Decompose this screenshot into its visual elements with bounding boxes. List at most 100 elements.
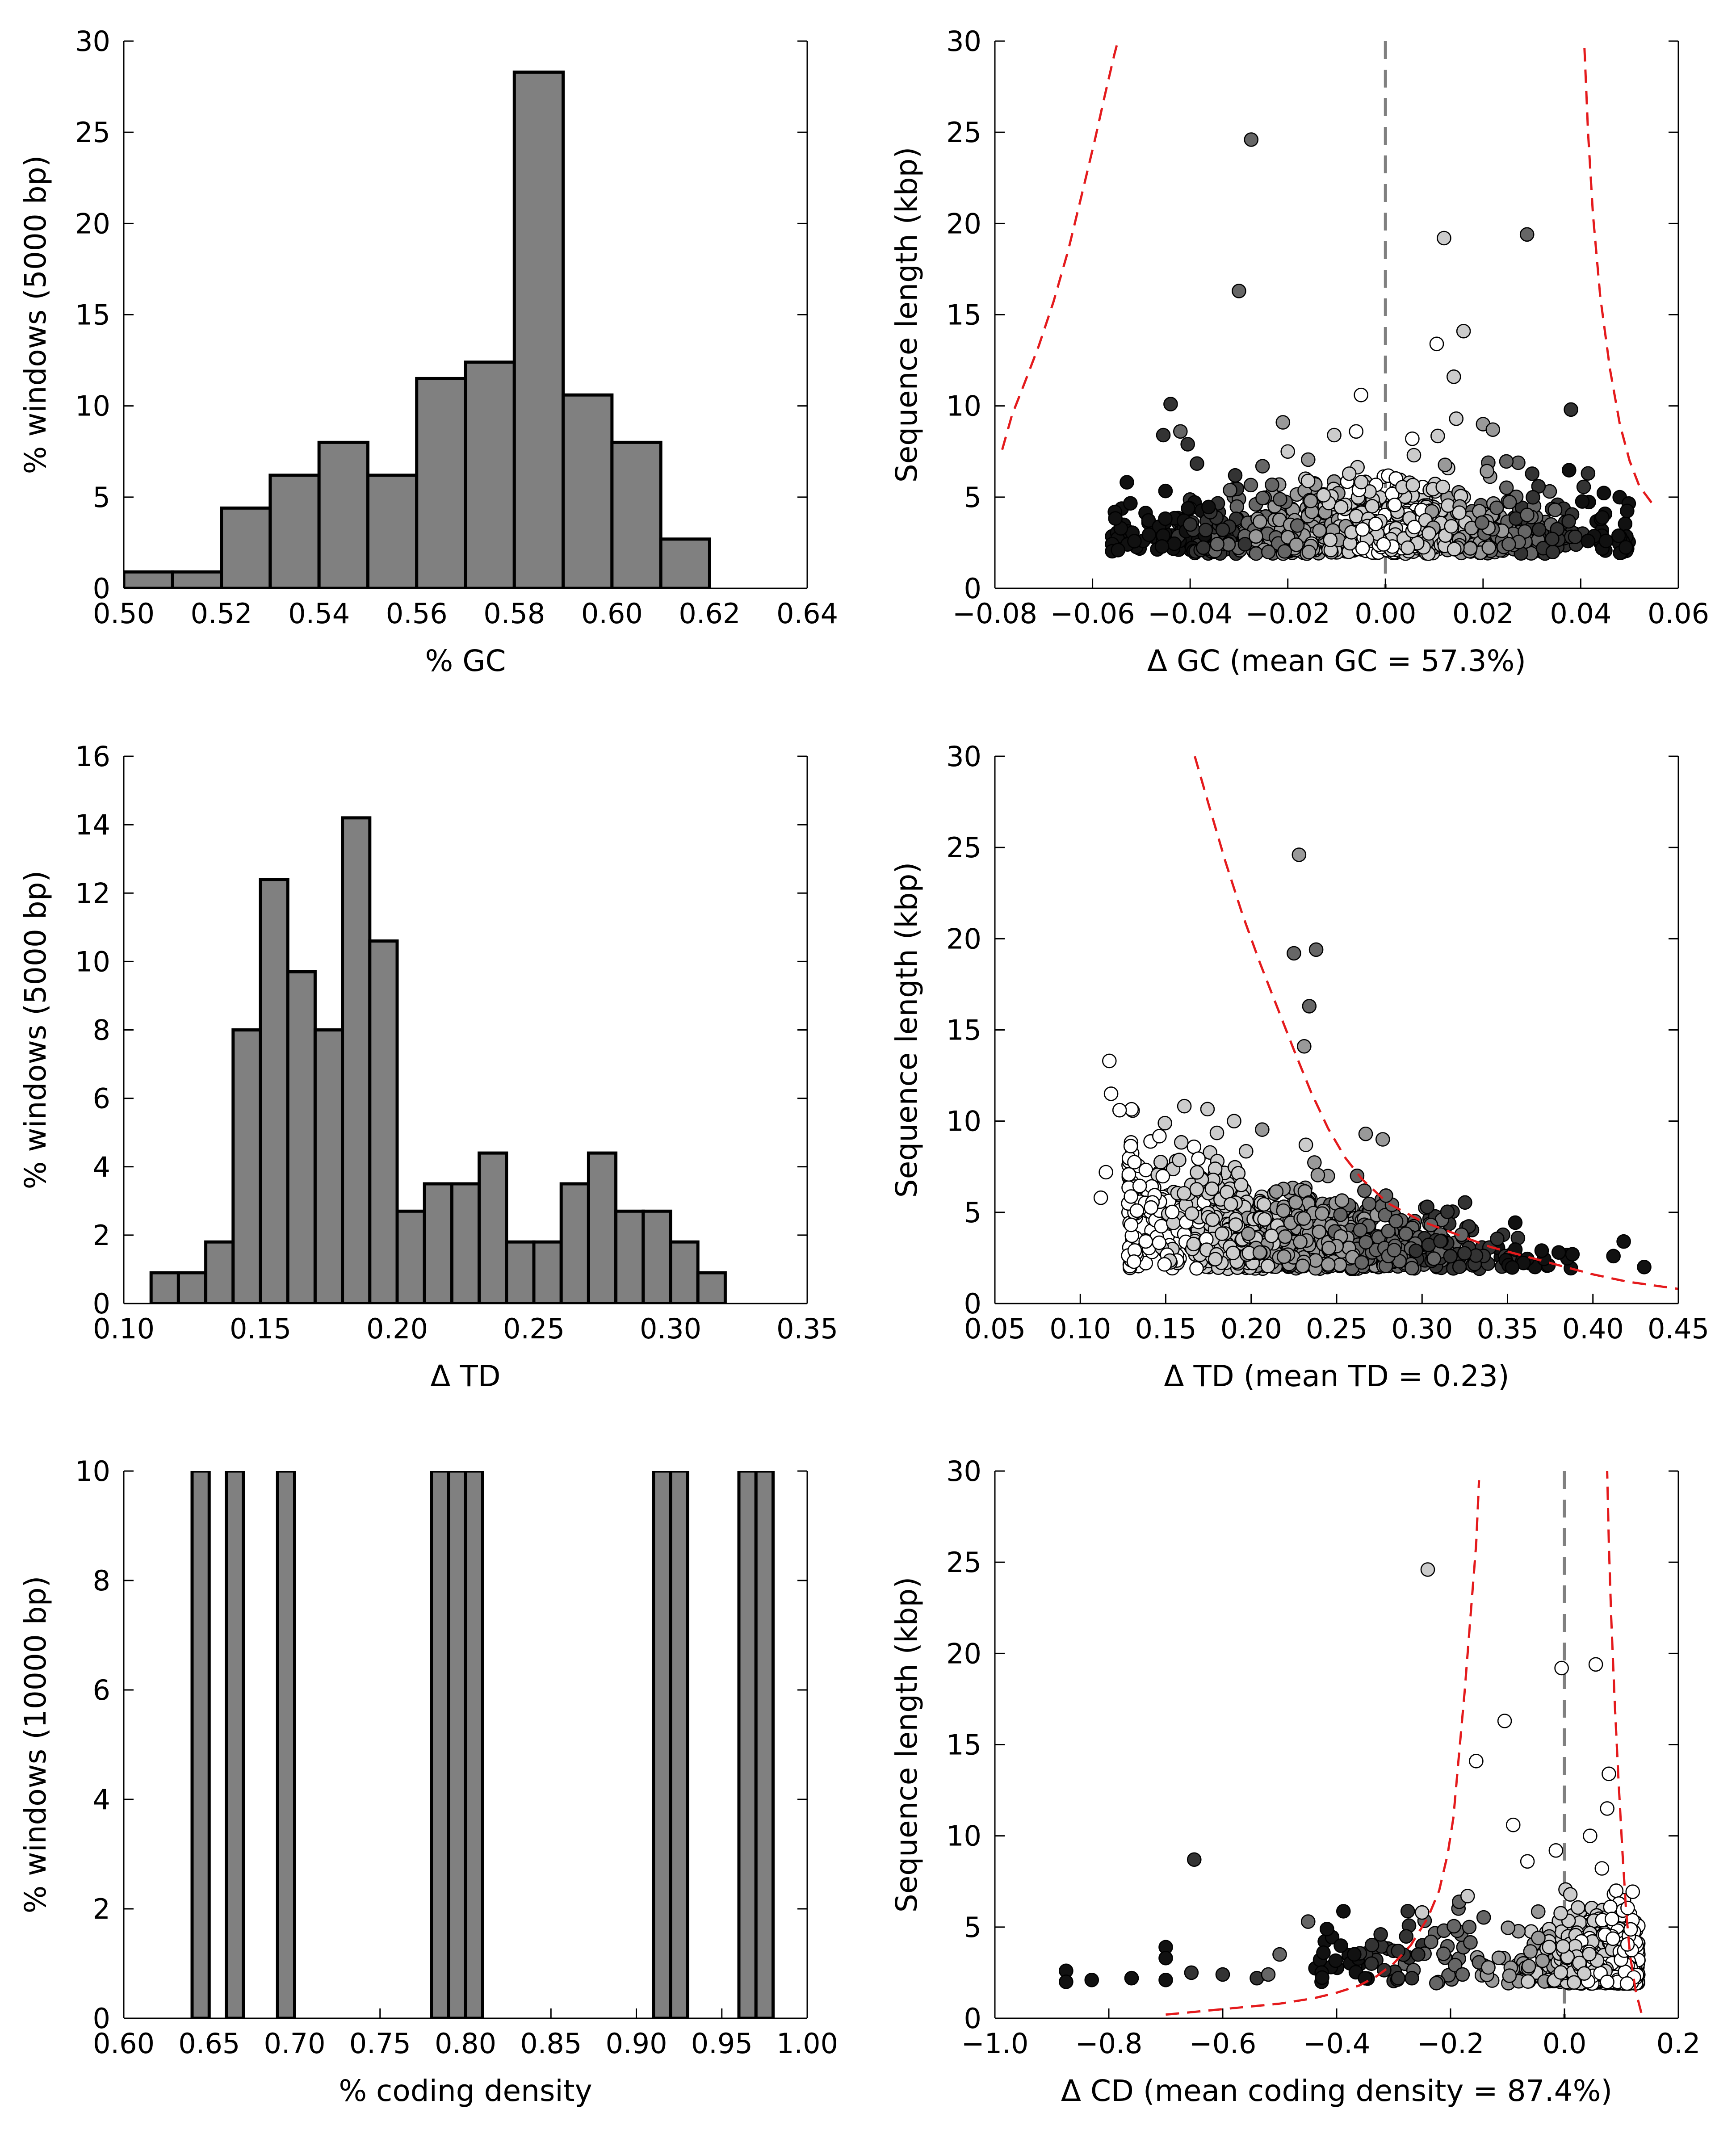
scatter-point (1223, 1197, 1238, 1212)
scatter-point (1364, 1937, 1380, 1953)
scatter-point (1156, 428, 1171, 443)
scatter-point (1485, 422, 1501, 437)
scatter-point (1157, 1115, 1172, 1131)
y-tick-label: 2 (93, 1893, 110, 1925)
scatter-point (1429, 336, 1444, 352)
scatter-point (1321, 1241, 1336, 1256)
scatter-point (1604, 1912, 1619, 1927)
x-tick-label: 0.65 (178, 2027, 240, 2060)
scatter-point (1243, 478, 1258, 493)
plot-area (1001, 41, 1652, 588)
scatter-point (1111, 543, 1125, 558)
scatter-point (1342, 466, 1357, 481)
scatter-point (1205, 1212, 1220, 1227)
y-tick-label: 16 (75, 740, 110, 773)
scatter-point (1184, 1965, 1199, 1980)
scatter-point (1225, 1245, 1241, 1261)
x-tick-label: 0.30 (640, 1312, 701, 1345)
x-tick-label: 0.04 (1550, 597, 1611, 630)
y-tick-label: 8 (93, 1014, 110, 1047)
scatter-point (1460, 1889, 1475, 1903)
scatter-point (1437, 231, 1451, 246)
histogram-bar (276, 1471, 296, 2018)
scatter-point (1249, 546, 1264, 561)
y-tick-label: 15 (946, 1729, 981, 1761)
x-tick-label: 0.35 (776, 1312, 838, 1345)
scatter-point (1520, 507, 1535, 523)
scatter-point (1441, 1968, 1456, 1983)
histogram-bar (505, 1240, 536, 1304)
scatter-point (1237, 537, 1253, 552)
scatter-point (1296, 1211, 1311, 1226)
histogram-bar (286, 970, 317, 1304)
x-tick-label: 0.10 (93, 1312, 155, 1345)
scatter-point (1521, 1959, 1536, 1974)
x-tick-label: 0.40 (1562, 1312, 1624, 1345)
scatter-point (1295, 1258, 1310, 1274)
y-tick-label: 0 (93, 2002, 110, 2035)
scatter-point (1280, 444, 1296, 459)
scatter-point (1173, 424, 1188, 439)
x-tick-label: 0.2 (1656, 2027, 1701, 2060)
panel-6: −1.0 −0.8 −0.6 −0.4 −0.2 0.0 0.2 0 5 10 15 20 25 30 Δ … (889, 1455, 1700, 2108)
scatter-point (1201, 499, 1216, 515)
scatter-point (1308, 942, 1324, 957)
scatter-point (1252, 1245, 1267, 1260)
scatter-point (1534, 1243, 1549, 1258)
scatter-point (1405, 1970, 1419, 1986)
x-tick-label: 0.06 (1648, 597, 1709, 630)
scatter-point (1223, 482, 1237, 498)
x-tick-label: 1.00 (776, 2027, 838, 2060)
scatter-point (1531, 1904, 1546, 1919)
scatter-point (1426, 1251, 1441, 1266)
x-tick-label: −0.6 (1189, 2027, 1257, 2060)
scatter-point (1298, 1137, 1313, 1153)
scatter-point (1120, 475, 1134, 490)
scatter-point (1336, 1904, 1351, 1919)
scatter-point (1239, 1144, 1254, 1159)
scatter-point (1297, 1039, 1312, 1054)
scatter-point (1620, 503, 1635, 519)
scatter-point (1556, 1939, 1571, 1954)
scatter-point (1422, 526, 1436, 541)
scatter-point (1489, 500, 1504, 516)
y-tick-label: 25 (946, 1546, 981, 1579)
panel-1: 0.50 0.52 0.54 0.56 0.58 0.60 0.62 0.64 0 5 10 15 20… (18, 25, 838, 678)
scatter-point (1260, 1258, 1275, 1274)
scatter-point (1355, 541, 1370, 556)
scatter-point (1108, 511, 1123, 526)
x-tick-label: −0.06 (1050, 597, 1135, 630)
scatter-point (1476, 1910, 1491, 1925)
y-tick-label: 10 (946, 1820, 981, 1853)
scatter-point (1215, 1967, 1230, 1982)
y-tick-label: 2 (93, 1219, 110, 1252)
scatter-point (1301, 452, 1316, 467)
scatter-point (1261, 545, 1276, 559)
scatter-point (1316, 488, 1331, 503)
x-tick-label: 0.0 (1543, 2027, 1587, 2060)
scatter-point (1312, 523, 1327, 538)
scatter-point (1490, 1232, 1505, 1246)
scatter-point (1458, 1195, 1472, 1210)
scatter-point (1354, 474, 1369, 490)
histogram-bar (559, 1182, 590, 1304)
scatter-point (1620, 1937, 1635, 1952)
x-tick-label: −0.04 (1148, 597, 1233, 630)
x-tick-label: −0.4 (1303, 2027, 1371, 2060)
histogram-bar (204, 1240, 235, 1304)
scatter-point (1315, 1970, 1329, 1985)
y-tick-label: 0 (964, 572, 981, 605)
scatter-point (1595, 510, 1610, 525)
scatter-point (1582, 1946, 1597, 1962)
histogram-bar (610, 440, 663, 588)
scatter-point (1391, 1970, 1406, 1986)
y-tick-label: 10 (75, 390, 110, 423)
scatter-point (1576, 479, 1591, 495)
y-tick-label: 20 (75, 207, 110, 240)
scatter-point (1502, 495, 1517, 510)
scatter-point (1141, 527, 1157, 542)
scatter-point (1333, 500, 1349, 515)
histogram-bar (171, 570, 223, 588)
scatter-point (1440, 1204, 1455, 1219)
scatter-point (1499, 480, 1514, 495)
